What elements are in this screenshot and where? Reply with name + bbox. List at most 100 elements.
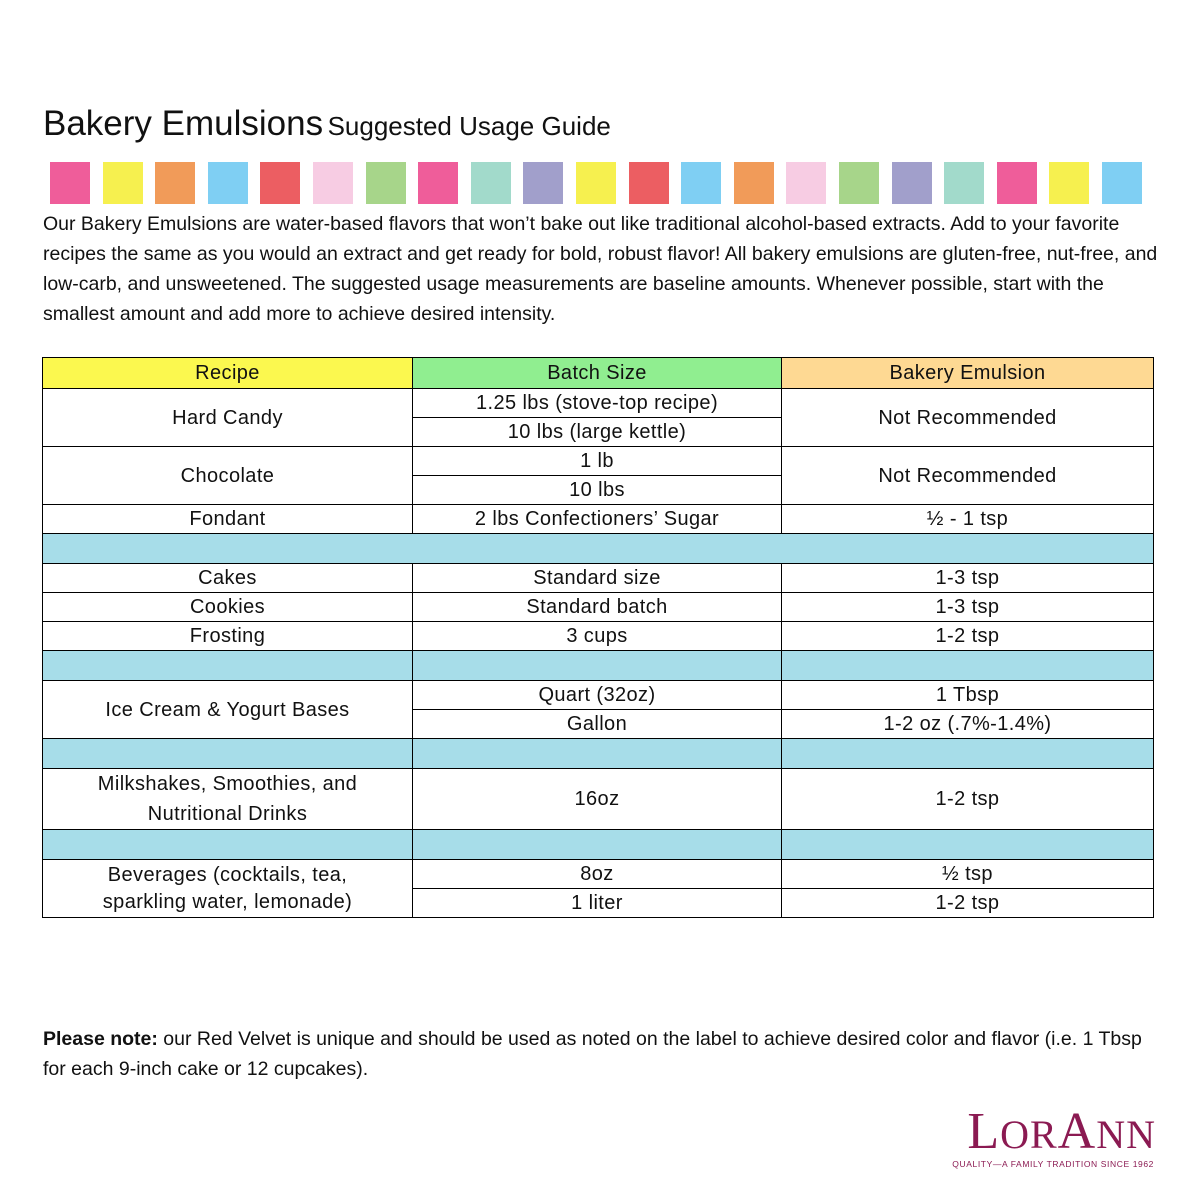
recipe-line: Beverages (cocktails, tea,: [107, 863, 348, 886]
color-swatch: [207, 162, 248, 204]
table-row: 10 lbs (large kettle): [43, 417, 1154, 447]
amount-cell: 1-2 tsp: [781, 621, 1154, 651]
batch-cell: 16oz: [412, 768, 782, 830]
separator-cell: [412, 738, 782, 769]
recipe-cell: Chocolate: [42, 446, 413, 505]
color-swatch: [313, 162, 353, 204]
separator-cell: [42, 829, 413, 860]
separator-cell: [412, 650, 782, 681]
color-swatch: [523, 162, 564, 204]
amount-cell: Not Recommended: [781, 446, 1154, 505]
table-row: Chocolate 1 lb Not Recommended: [42, 446, 1154, 505]
table-row: Fondant 2 lbs Confectioners’ Sugar ½ - 1…: [42, 504, 1154, 534]
recipe-cell: Frosting: [42, 621, 413, 651]
table-row: Ice Cream & Yogurt Bases Quart (32oz) 1 …: [42, 680, 1154, 739]
table-row: 10 lbs: [43, 475, 1154, 505]
batch-cell: 1 lb: [412, 446, 782, 476]
recipe-line: Nutritional Drinks: [147, 803, 308, 825]
table-row: Frosting 3 cups 1-2 tsp: [42, 621, 1154, 651]
color-swatch: [786, 162, 827, 204]
color-swatch: [470, 162, 511, 204]
batch-cell: 10 lbs (large kettle): [412, 417, 782, 447]
amount-cell: 1-3 tsp: [781, 592, 1154, 622]
batch-cell: Standard size: [412, 563, 782, 593]
color-swatch: [733, 162, 774, 204]
separator-cell: [781, 650, 1154, 681]
separator-cell: [42, 650, 413, 681]
amount-cell: Not Recommended: [781, 388, 1154, 447]
table-row: Beverages (cocktails, tea, sparkling wat…: [42, 859, 1154, 918]
batch-cell: Quart (32oz): [412, 680, 782, 710]
table-header-row: Recipe Batch Size Bakery Emulsion: [42, 357, 1154, 389]
table-row: Cakes Standard size 1-3 tsp: [42, 563, 1154, 593]
recipe-cell: Cookies: [42, 592, 413, 622]
separator-row: [42, 650, 1154, 681]
header-recipe: Recipe: [42, 357, 413, 389]
separator-cell: [412, 829, 782, 860]
batch-cell: Standard batch: [412, 592, 782, 622]
table-row: 1 liter 1-2 tsp: [43, 888, 1154, 918]
separator-row: [42, 738, 1154, 769]
color-swatch: [1102, 162, 1142, 204]
lorann-logo: LORANN QUALITY—A FAMILY TRADITION SINCE …: [938, 1104, 1156, 1170]
note-label: Please note:: [43, 1028, 158, 1050]
recipe-cell: Hard Candy: [42, 388, 413, 447]
recipe-cell: Milkshakes, Smoothies, and Nutritional D…: [42, 768, 413, 830]
amount-cell: 1 Tbsp: [781, 680, 1154, 710]
color-swatch: [260, 162, 301, 204]
color-swatch: [628, 162, 669, 204]
table-row: Hard Candy 1.25 lbs (stove-top recipe) N…: [42, 388, 1154, 447]
recipe-line: sparkling water, lemonade): [102, 890, 353, 913]
color-swatch: [50, 162, 90, 204]
table-row: Cookies Standard batch 1-3 tsp: [42, 592, 1154, 622]
page-title: Bakery Emulsions Suggested Usage Guide: [43, 104, 611, 144]
separator-cell: [42, 533, 1154, 564]
color-swatch: [102, 162, 143, 204]
color-swatch: [155, 162, 196, 204]
amount-cell: 1-2 tsp: [781, 888, 1154, 918]
color-swatch: [1049, 162, 1090, 204]
color-swatch: [365, 162, 406, 204]
recipe-cell: Beverages (cocktails, tea, sparkling wat…: [42, 859, 413, 918]
amount-cell: 1-3 tsp: [781, 563, 1154, 593]
color-swatch: [944, 162, 985, 204]
title-subtitle: Suggested Usage Guide: [327, 111, 611, 141]
batch-cell: 3 cups: [412, 621, 782, 651]
recipe-cell: Ice Cream & Yogurt Bases: [42, 680, 413, 739]
color-swatch: [418, 162, 459, 204]
batch-cell: 1 liter: [412, 888, 782, 918]
recipe-cell: Fondant: [42, 504, 413, 534]
color-swatch: [576, 162, 616, 204]
color-swatch: [996, 162, 1037, 204]
amount-cell: ½ - 1 tsp: [781, 504, 1154, 534]
recipe-cell: Cakes: [42, 563, 413, 593]
amount-cell: 1-2 oz (.7%-1.4%): [781, 709, 1154, 739]
table-row: Gallon 1-2 oz (.7%-1.4%): [43, 709, 1154, 739]
batch-cell: 1.25 lbs (stove-top recipe): [412, 388, 782, 418]
separator-cell: [42, 738, 413, 769]
batch-cell: 8oz: [412, 859, 782, 889]
color-swatch: [891, 162, 932, 204]
amount-cell: 1-2 tsp: [781, 768, 1154, 830]
recipe-line: Milkshakes, Smoothies, and: [97, 773, 358, 795]
logo-tagline: QUALITY—A FAMILY TRADITION SINCE 1962: [952, 1159, 1154, 1169]
title-main: Bakery Emulsions: [43, 104, 324, 143]
intro-paragraph: Our Bakery Emulsions are water-based fla…: [43, 213, 1158, 325]
table-row: Milkshakes, Smoothies, and Nutritional D…: [42, 768, 1154, 830]
header-bakery-emulsion: Bakery Emulsion: [781, 357, 1154, 389]
separator-row: [42, 533, 1154, 564]
color-swatch-strip: [50, 162, 1142, 204]
batch-cell: Gallon: [412, 709, 782, 739]
color-swatch: [839, 162, 879, 204]
batch-cell: 10 lbs: [412, 475, 782, 505]
separator-cell: [781, 738, 1154, 769]
separator-cell: [781, 829, 1154, 860]
amount-cell: ½ tsp: [781, 859, 1154, 889]
note-paragraph: Please note: our Red Velvet is unique an…: [43, 1024, 1163, 1084]
usage-table: Recipe Batch Size Bakery Emulsion Hard C…: [42, 357, 1154, 918]
color-swatch: [681, 162, 722, 204]
batch-cell: 2 lbs Confectioners’ Sugar: [412, 504, 782, 534]
logo-wordmark: LORANN: [967, 1103, 1156, 1160]
separator-row: [42, 829, 1154, 860]
header-batch-size: Batch Size: [412, 357, 782, 389]
